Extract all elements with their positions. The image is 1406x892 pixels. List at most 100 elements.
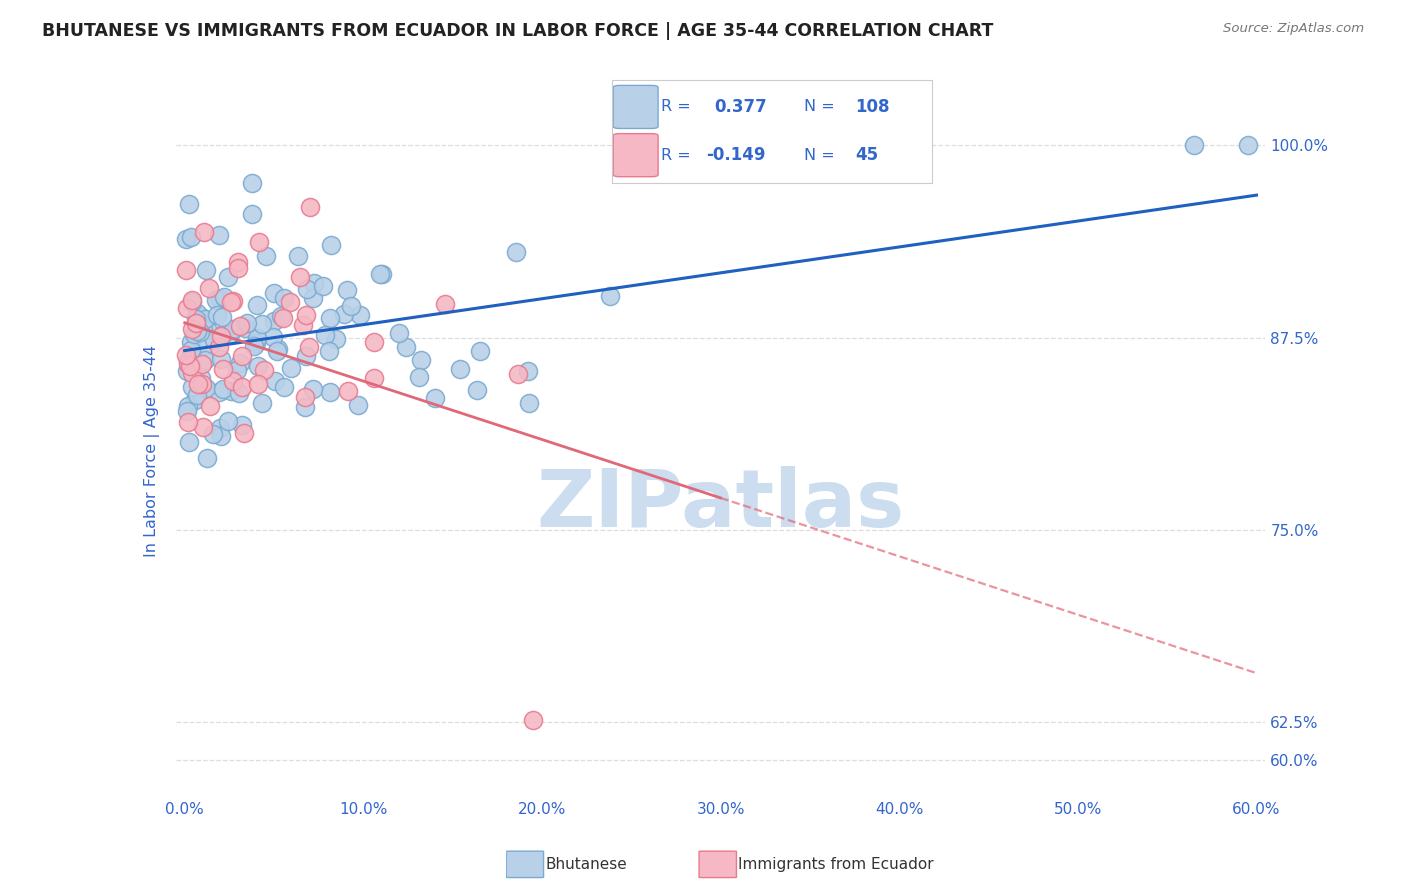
Point [325, 332, 347, 346]
Point [278, 295, 301, 310]
Point [209, 420, 232, 434]
Point [395, 340, 418, 354]
Point [194, 353, 217, 368]
Text: 108: 108 [855, 98, 890, 116]
Point [181, 380, 204, 394]
Text: BHUTANESE VS IMMIGRANTS FROM ECUADOR IN LABOR FORCE | AGE 35-44 CORRELATION CHAR: BHUTANESE VS IMMIGRANTS FROM ECUADOR IN … [42, 22, 994, 40]
Point [211, 361, 233, 376]
Point [198, 281, 221, 295]
Point [229, 318, 252, 333]
Point [231, 380, 253, 394]
Point [363, 334, 385, 349]
Point [291, 318, 314, 333]
Point [176, 364, 198, 378]
Point [246, 376, 269, 391]
Point [254, 249, 277, 263]
Point [465, 383, 488, 397]
Point [347, 398, 370, 412]
Point [266, 343, 288, 357]
Point [302, 382, 325, 396]
Text: Bhutanese: Bhutanese [546, 857, 627, 871]
Point [314, 327, 336, 342]
Point [180, 366, 202, 380]
Point [470, 343, 492, 358]
Point [263, 314, 285, 328]
Point [183, 327, 205, 342]
Point [177, 399, 200, 413]
Point [339, 299, 361, 313]
Point [371, 267, 394, 281]
Point [197, 324, 219, 338]
Point [212, 382, 235, 396]
Point [294, 350, 316, 364]
Point [202, 333, 225, 347]
Point [273, 380, 295, 394]
Point [222, 322, 245, 336]
Point [207, 341, 229, 355]
Point [1182, 138, 1205, 153]
Text: 0.377: 0.377 [714, 98, 766, 116]
Point [294, 309, 316, 323]
Point [225, 362, 247, 376]
Point [336, 283, 359, 297]
Point [177, 354, 200, 368]
Point [187, 376, 209, 391]
FancyBboxPatch shape [613, 86, 658, 128]
Point [505, 244, 527, 259]
Point [245, 336, 267, 351]
Point [190, 370, 212, 384]
Point [217, 269, 239, 284]
Point [297, 282, 319, 296]
Point [176, 403, 198, 417]
Point [599, 289, 621, 303]
Point [176, 232, 198, 246]
Point [333, 307, 356, 321]
Point [516, 364, 538, 378]
Point [193, 225, 215, 239]
Point [191, 419, 214, 434]
Point [222, 375, 245, 389]
Point [180, 322, 202, 336]
Text: Immigrants from Ecuador: Immigrants from Ecuador [738, 857, 934, 871]
Point [243, 339, 266, 353]
Point [217, 414, 239, 428]
Point [228, 386, 250, 401]
Point [302, 276, 325, 290]
Point [262, 330, 284, 344]
Point [209, 329, 232, 343]
Text: -0.149: -0.149 [706, 146, 766, 164]
Point [409, 353, 432, 368]
Point [349, 308, 371, 322]
Point [337, 384, 360, 398]
Point [226, 261, 249, 276]
Point [266, 344, 288, 359]
Point [233, 321, 256, 335]
Point [209, 292, 232, 306]
Point [271, 310, 294, 325]
Point [205, 308, 228, 322]
Point [321, 237, 343, 252]
Point [198, 399, 221, 413]
Point [264, 374, 287, 388]
Point [180, 334, 202, 349]
Point [211, 310, 233, 325]
Point [209, 352, 232, 367]
Text: R =: R = [661, 148, 690, 162]
Point [388, 326, 411, 341]
Point [294, 400, 316, 414]
Point [186, 306, 208, 320]
Point [201, 427, 224, 442]
Point [318, 385, 340, 400]
Point [312, 278, 335, 293]
Point [231, 349, 253, 363]
Point [219, 294, 242, 309]
Point [184, 312, 207, 326]
Point [287, 249, 309, 263]
Text: ZIPatlas: ZIPatlas [537, 467, 904, 544]
Point [236, 316, 259, 330]
Point [204, 293, 226, 307]
Point [190, 377, 212, 392]
Point [226, 255, 249, 269]
Point [195, 263, 218, 277]
Point [250, 317, 273, 331]
